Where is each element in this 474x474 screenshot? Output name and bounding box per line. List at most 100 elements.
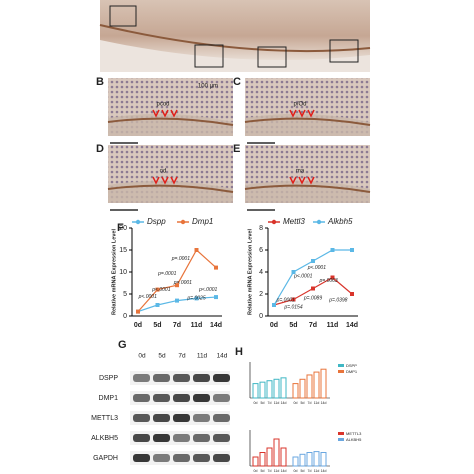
p-value: p=.0154 (283, 305, 302, 311)
bar (313, 451, 320, 467)
lane-label: 5d (158, 353, 166, 360)
arrow (152, 176, 160, 185)
bar (320, 368, 327, 399)
point (194, 296, 199, 301)
arrow (289, 176, 297, 185)
legend-swatch (338, 364, 344, 367)
bar (266, 447, 273, 467)
protein-label: GAPDH (93, 455, 118, 462)
legend-swatch (338, 438, 344, 441)
protein-label: ALKBH5 (91, 435, 118, 442)
y-tick-label: 20 (119, 225, 127, 232)
band (153, 454, 170, 462)
legend-label: Dspp (147, 217, 166, 226)
p-value: p=.0001 (171, 256, 190, 262)
arrow (289, 109, 297, 118)
p-value: p<.0001 (198, 287, 217, 293)
x-tick-label: 11d (327, 322, 339, 329)
bar (292, 383, 299, 399)
x-tick-label: 11d (314, 469, 320, 473)
point (136, 309, 140, 314)
x-tick-label: 7d (268, 469, 272, 473)
legend-label: ALKBH5 (346, 437, 362, 442)
band (153, 414, 170, 422)
dentin-line (244, 117, 371, 126)
band (213, 394, 230, 402)
x-tick-label: 0d (254, 401, 258, 405)
y-tick-label: 0 (123, 313, 127, 320)
legend-marker (271, 219, 277, 225)
dentin-line (107, 117, 234, 126)
y-tick-label: 10 (119, 269, 127, 276)
point (350, 248, 354, 252)
legend-label: Alkbh5 (327, 217, 353, 226)
bar (252, 383, 259, 399)
x-tick-label: 5d (153, 322, 161, 329)
bar (273, 438, 280, 467)
legend-label: Mettl3 (283, 217, 305, 226)
band (193, 454, 210, 462)
x-tick-label: 5d (261, 469, 265, 473)
arrow (161, 109, 169, 118)
y-axis-label: Relative mRNA Expression Level (247, 229, 253, 315)
point (214, 265, 218, 270)
point (330, 248, 335, 252)
bar (299, 453, 306, 467)
p-value: p=.0025 (186, 296, 205, 302)
point (311, 286, 315, 291)
arrow (298, 109, 306, 118)
x-tick-label: 14d (321, 469, 327, 473)
x-tick-label: 5d (301, 401, 305, 405)
band (173, 414, 190, 422)
lane-label: 14d (217, 353, 228, 360)
point (175, 298, 179, 303)
point (291, 297, 296, 302)
bar (306, 374, 313, 399)
x-tick-label: 0d (134, 322, 142, 329)
p-value: p<.0001 (151, 287, 170, 293)
bar (259, 452, 266, 467)
x-tick-label: 11d (314, 401, 320, 405)
arrow (307, 176, 315, 185)
protein-label: DSPP (99, 375, 118, 382)
x-tick-label: 14d (281, 401, 287, 405)
legend-marker (135, 219, 141, 225)
protein-label: DMP1 (99, 395, 119, 402)
x-tick-label: 14d (321, 401, 327, 405)
band (133, 434, 150, 442)
band (173, 394, 190, 402)
p-value: p=.0001 (276, 297, 295, 303)
p-value: p=.0001 (157, 271, 176, 277)
bar (320, 452, 327, 467)
arrow (170, 176, 178, 185)
annotation: ma (296, 169, 305, 175)
y-tick-label: 8 (259, 225, 263, 232)
x-tick-label: 5d (301, 469, 305, 473)
band (133, 394, 150, 402)
legend-swatch (338, 370, 344, 373)
band (193, 434, 210, 442)
band (193, 414, 210, 422)
panel-label: E (233, 143, 240, 155)
bar (259, 381, 266, 399)
bar (306, 452, 313, 467)
x-tick-label: 14d (346, 322, 358, 329)
dentin-line (244, 184, 371, 193)
lane-label: 0d (138, 353, 146, 360)
bar (252, 456, 259, 467)
y-tick-label: 5 (123, 291, 127, 298)
legend-label: METTL3 (346, 431, 362, 436)
arrow (170, 109, 178, 118)
arrow (307, 109, 315, 118)
band (213, 454, 230, 462)
dentin-line (107, 184, 234, 193)
x-tick-label: 7d (308, 401, 312, 405)
band (193, 374, 210, 382)
band (193, 394, 210, 402)
point (330, 275, 335, 280)
band (153, 434, 170, 442)
p-value: p=.0398 (328, 297, 347, 303)
band (213, 414, 230, 422)
p-value: p<.0001 (293, 274, 312, 280)
